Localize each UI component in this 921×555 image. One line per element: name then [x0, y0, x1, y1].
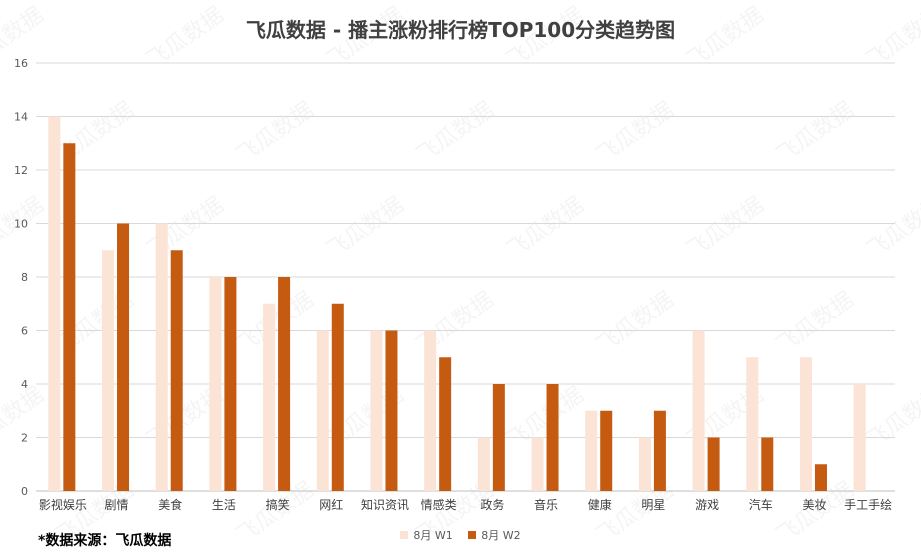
chart-title: 飞瓜数据 - 播主涨粉排行榜TOP100分类趋势图	[245, 18, 676, 42]
legend-item-w2: 8月 W2	[468, 527, 521, 543]
bar-w1	[477, 437, 490, 491]
x-tick-label: 明星	[641, 498, 665, 512]
x-tick-label: 剧情	[105, 498, 129, 512]
bar-w2	[385, 330, 398, 491]
bar-w2	[439, 357, 452, 491]
bar-w1	[692, 330, 705, 491]
x-tick-label: 健康	[588, 497, 612, 512]
bar-w2	[600, 410, 613, 491]
bar-w2	[224, 277, 237, 491]
x-tick-label: 游戏	[695, 498, 719, 512]
bar-w2	[761, 437, 774, 491]
x-tick-label: 知识资讯	[361, 498, 409, 512]
bar-w1	[746, 357, 759, 491]
bar-w2	[63, 143, 76, 491]
bar-w1	[263, 303, 276, 491]
x-tick-label: 美食	[158, 497, 182, 512]
legend-swatch-w1	[400, 531, 409, 539]
bar-w1	[531, 437, 544, 491]
legend-label-w2: 8月 W2	[481, 529, 521, 542]
legend-swatch-w2	[468, 531, 477, 539]
x-tick-label: 生活	[212, 498, 236, 512]
x-tick-label: 手工手绘	[844, 497, 892, 512]
bar-w1	[370, 330, 383, 491]
source-note: *数据来源：飞瓜数据	[38, 533, 172, 549]
bar-w2	[707, 437, 720, 491]
legend-item-w1: 8月 W1	[400, 527, 453, 543]
x-tick-label: 搞笑	[266, 497, 290, 512]
x-tick-label: 汽车	[749, 497, 773, 512]
y-tick-label: 16	[14, 57, 28, 70]
y-tick-label: 12	[14, 164, 28, 177]
bar-w2	[117, 223, 130, 491]
y-tick-label: 2	[21, 432, 28, 445]
bar-w2	[814, 464, 827, 491]
x-tick-label: 音乐	[534, 497, 558, 512]
bar-w2	[170, 250, 183, 491]
bar-w1	[799, 357, 812, 491]
y-tick-label: 8	[21, 271, 28, 284]
y-tick-label: 4	[21, 378, 28, 391]
bar-w1	[638, 437, 651, 491]
bar-w1	[585, 410, 598, 491]
x-tick-label: 情感类	[421, 497, 457, 512]
y-tick-label: 0	[21, 485, 28, 498]
legend: 8月 W1 8月 W2	[0, 527, 921, 543]
x-tick-label: 政务	[480, 497, 504, 512]
x-tick-label: 影视娱乐	[39, 497, 87, 512]
bar-w1	[316, 330, 329, 491]
bar-w1	[102, 250, 115, 491]
bar-w2	[331, 303, 344, 491]
bar-w1	[424, 330, 437, 491]
x-tick-label: 网红	[319, 497, 343, 512]
bar-w1	[209, 277, 222, 491]
legend-label-w1: 8月 W1	[413, 529, 453, 542]
bar-w1	[48, 116, 61, 491]
bar-w2	[546, 384, 559, 491]
bar-w1	[853, 384, 866, 491]
bar-w2	[492, 384, 505, 491]
y-tick-label: 14	[14, 111, 28, 124]
x-tick-label: 美妆	[802, 498, 826, 512]
y-tick-label: 10	[14, 218, 28, 231]
y-tick-label: 6	[21, 325, 28, 338]
bar-w1	[155, 223, 168, 491]
bar-w2	[653, 410, 666, 491]
bar-w2	[278, 277, 291, 491]
